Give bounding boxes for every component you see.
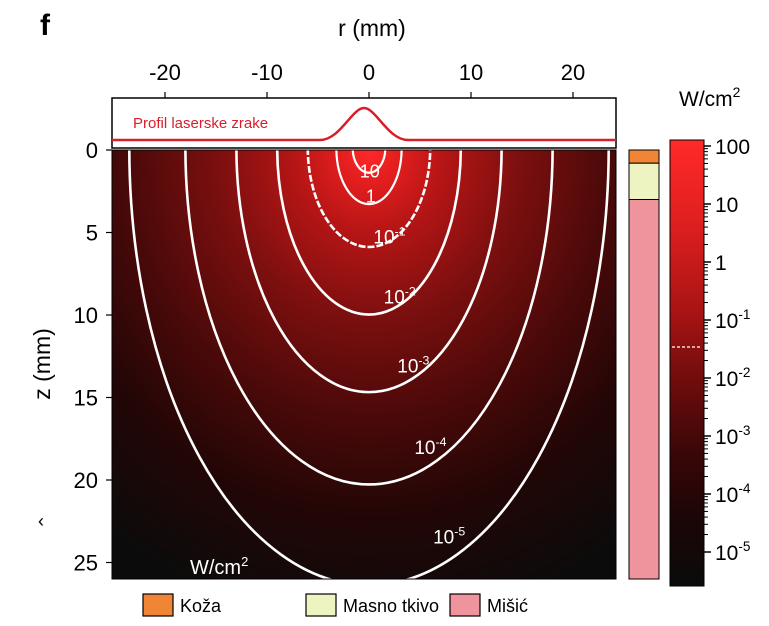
tissue-layer-bar: [628, 149, 660, 580]
contour-labels: 10 1 10-1 10-2 10-3 10-4 10-5: [360, 162, 466, 549]
beam-profile-curve: [112, 106, 616, 142]
y-tick-labels: 0 5 10 15 20 25: [74, 138, 112, 576]
corner-unit-label: W/cm2: [190, 554, 248, 579]
legend-swatch: [449, 593, 481, 617]
colorbar-tick-label: 10-3: [715, 423, 751, 449]
y-tick-label: 15: [74, 386, 98, 411]
legend-swatch: [305, 593, 337, 617]
contour-line: [275, 150, 463, 316]
contour-label: 10: [360, 162, 380, 182]
colorbar: W/cm2 100 10 1 10-1 10-2 10-3 10-4 10-5: [669, 84, 751, 587]
heatmap-field: [112, 150, 616, 579]
y-tick-label: 10: [74, 303, 98, 328]
colorbar-tick-label: 10-1: [715, 307, 751, 333]
contour-label: 1: [366, 186, 376, 206]
y-axis-label: z (mm): [29, 328, 55, 400]
colorbar-ticks: 100 10 1 10-1 10-2 10-3 10-4 10-5: [704, 136, 751, 565]
legend: Koža Masno tkivo Mišić: [142, 593, 528, 617]
contour-lines: [128, 150, 610, 579]
legend-swatch: [142, 593, 174, 617]
contour-label: 10-5: [433, 524, 465, 548]
legend-label: Mišić: [487, 596, 528, 616]
y-tick-label: 20: [74, 468, 98, 493]
x-tick-label: 20: [561, 60, 585, 85]
contour-label: 10-3: [397, 353, 429, 377]
beam-profile-label: Profil laserske zrake: [133, 115, 268, 132]
x-tick-label: -10: [251, 60, 283, 85]
panel-label: f: [40, 9, 51, 42]
contour-line: [184, 150, 554, 486]
y-tick-label: 5: [86, 221, 98, 246]
contour-label: 10-4: [414, 435, 446, 459]
colorbar-tick-label: 10-5: [715, 539, 751, 565]
colorbar-tick-label: 10-4: [715, 481, 751, 507]
tissue-layer: [628, 199, 660, 580]
x-axis-label: r (mm): [338, 15, 406, 41]
y-tick-label: 25: [74, 551, 98, 576]
x-tick-label: -20: [149, 60, 181, 85]
legend-label: Koža: [180, 596, 222, 616]
stray-mark: ‹: [38, 511, 44, 531]
y-tick-label: 0: [86, 138, 98, 163]
contour-line: [351, 150, 387, 174]
contour-line: [128, 150, 610, 579]
x-tick-label: 0: [363, 60, 375, 85]
colorbar-tick-label: 10: [715, 194, 738, 217]
tissue-layer: [628, 149, 660, 164]
contour-label: 10-1: [373, 225, 405, 249]
contour-line: [235, 150, 503, 394]
x-tick-label: 10: [459, 60, 483, 85]
colorbar-tick-label: 100: [715, 136, 750, 159]
heatmap-plot: 10 1 10-1 10-2 10-3 10-4 10-5 W/cm2: [111, 149, 617, 580]
colorbar-tick-label: 1: [715, 252, 727, 275]
x-tick-labels: -20 -10 0 10 20: [149, 60, 585, 98]
legend-label: Masno tkivo: [343, 596, 439, 616]
contour-line: [335, 150, 403, 206]
colorbar-gradient: [669, 139, 705, 587]
colorbar-unit: W/cm2: [679, 84, 741, 111]
colorbar-tick-label: 10-2: [715, 365, 751, 391]
contour-line: [306, 150, 432, 249]
contour-label: 10-2: [384, 285, 416, 309]
tissue-layer: [628, 162, 660, 200]
